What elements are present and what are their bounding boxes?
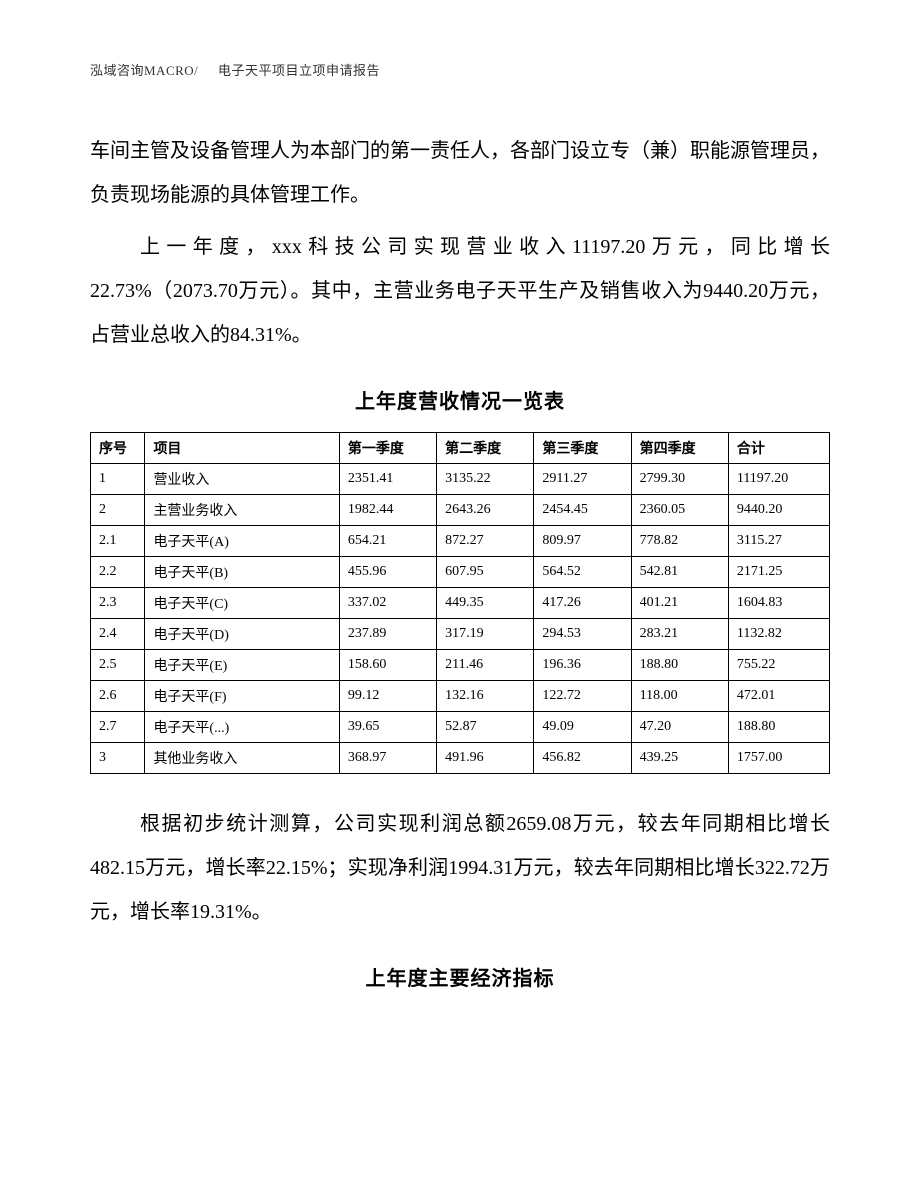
cell-q2: 317.19	[437, 619, 534, 650]
th-q4: 第四季度	[631, 433, 728, 464]
cell-q3: 122.72	[534, 681, 631, 712]
table-row: 3其他业务收入368.97491.96456.82439.251757.00	[91, 743, 830, 774]
cell-q1: 455.96	[339, 557, 436, 588]
cell-total: 2171.25	[728, 557, 829, 588]
cell-q4: 283.21	[631, 619, 728, 650]
cell-total: 9440.20	[728, 495, 829, 526]
cell-item: 电子天平(A)	[145, 526, 339, 557]
cell-q1: 654.21	[339, 526, 436, 557]
table2-title: 上年度主要经济指标	[90, 962, 830, 991]
cell-item: 其他业务收入	[145, 743, 339, 774]
cell-q4: 2799.30	[631, 464, 728, 495]
cell-q4: 118.00	[631, 681, 728, 712]
cell-total: 3115.27	[728, 526, 829, 557]
header-company: 泓域咨询MACRO/	[90, 63, 198, 78]
revenue-table-body: 1营业收入2351.413135.222911.272799.3011197.2…	[91, 464, 830, 774]
th-idx: 序号	[91, 433, 145, 464]
cell-q3: 456.82	[534, 743, 631, 774]
th-q1: 第一季度	[339, 433, 436, 464]
revenue-table: 序号 项目 第一季度 第二季度 第三季度 第四季度 合计 1营业收入2351.4…	[90, 432, 830, 774]
th-total: 合计	[728, 433, 829, 464]
header-doc-title: 电子天平项目立项申请报告	[218, 63, 380, 78]
paragraph-1: 车间主管及设备管理人为本部门的第一责任人，各部门设立专（兼）职能源管理员，负责现…	[90, 129, 830, 217]
cell-q3: 809.97	[534, 526, 631, 557]
cell-q1: 99.12	[339, 681, 436, 712]
cell-idx: 2.1	[91, 526, 145, 557]
cell-q2: 491.96	[437, 743, 534, 774]
table-row: 2.6电子天平(F)99.12132.16122.72118.00472.01	[91, 681, 830, 712]
table-row: 2.1电子天平(A)654.21872.27809.97778.823115.2…	[91, 526, 830, 557]
cell-q1: 237.89	[339, 619, 436, 650]
cell-q4: 542.81	[631, 557, 728, 588]
cell-total: 11197.20	[728, 464, 829, 495]
cell-item: 营业收入	[145, 464, 339, 495]
cell-total: 1604.83	[728, 588, 829, 619]
cell-q4: 2360.05	[631, 495, 728, 526]
cell-item: 电子天平(F)	[145, 681, 339, 712]
cell-q3: 196.36	[534, 650, 631, 681]
cell-idx: 2.3	[91, 588, 145, 619]
cell-idx: 3	[91, 743, 145, 774]
page-header: 泓域咨询MACRO/ 电子天平项目立项申请报告	[90, 60, 830, 79]
cell-q2: 132.16	[437, 681, 534, 712]
paragraph-3: 根据初步统计测算，公司实现利润总额2659.08万元，较去年同期相比增长482.…	[90, 802, 830, 934]
cell-q2: 607.95	[437, 557, 534, 588]
cell-item: 电子天平(E)	[145, 650, 339, 681]
cell-q2: 2643.26	[437, 495, 534, 526]
cell-q3: 294.53	[534, 619, 631, 650]
cell-idx: 2.5	[91, 650, 145, 681]
cell-q3: 2911.27	[534, 464, 631, 495]
cell-q3: 417.26	[534, 588, 631, 619]
cell-total: 1132.82	[728, 619, 829, 650]
table-row: 2.5电子天平(E)158.60211.46196.36188.80755.22	[91, 650, 830, 681]
table-row: 1营业收入2351.413135.222911.272799.3011197.2…	[91, 464, 830, 495]
table-row: 2.3电子天平(C)337.02449.35417.26401.211604.8…	[91, 588, 830, 619]
cell-q3: 564.52	[534, 557, 631, 588]
cell-idx: 1	[91, 464, 145, 495]
cell-q2: 52.87	[437, 712, 534, 743]
th-q3: 第三季度	[534, 433, 631, 464]
cell-q4: 778.82	[631, 526, 728, 557]
cell-q1: 158.60	[339, 650, 436, 681]
cell-total: 755.22	[728, 650, 829, 681]
cell-item: 电子天平(D)	[145, 619, 339, 650]
cell-item: 电子天平(...)	[145, 712, 339, 743]
table-header-row: 序号 项目 第一季度 第二季度 第三季度 第四季度 合计	[91, 433, 830, 464]
cell-q1: 39.65	[339, 712, 436, 743]
cell-q3: 2454.45	[534, 495, 631, 526]
table-row: 2主营业务收入1982.442643.262454.452360.059440.…	[91, 495, 830, 526]
cell-q2: 211.46	[437, 650, 534, 681]
cell-item: 主营业务收入	[145, 495, 339, 526]
cell-idx: 2.7	[91, 712, 145, 743]
th-item: 项目	[145, 433, 339, 464]
cell-q4: 188.80	[631, 650, 728, 681]
cell-item: 电子天平(C)	[145, 588, 339, 619]
table-row: 2.4电子天平(D)237.89317.19294.53283.211132.8…	[91, 619, 830, 650]
cell-q1: 368.97	[339, 743, 436, 774]
th-q2: 第二季度	[437, 433, 534, 464]
cell-q1: 1982.44	[339, 495, 436, 526]
cell-q1: 2351.41	[339, 464, 436, 495]
cell-q4: 439.25	[631, 743, 728, 774]
cell-idx: 2.6	[91, 681, 145, 712]
table-row: 2.2电子天平(B)455.96607.95564.52542.812171.2…	[91, 557, 830, 588]
cell-q2: 872.27	[437, 526, 534, 557]
paragraph-2: 上一年度，xxx科技公司实现营业收入11197.20万元，同比增长22.73%（…	[90, 225, 830, 357]
cell-idx: 2	[91, 495, 145, 526]
cell-q4: 401.21	[631, 588, 728, 619]
table-row: 2.7电子天平(...)39.6552.8749.0947.20188.80	[91, 712, 830, 743]
cell-idx: 2.4	[91, 619, 145, 650]
cell-total: 1757.00	[728, 743, 829, 774]
cell-item: 电子天平(B)	[145, 557, 339, 588]
cell-total: 472.01	[728, 681, 829, 712]
cell-total: 188.80	[728, 712, 829, 743]
cell-idx: 2.2	[91, 557, 145, 588]
cell-q2: 3135.22	[437, 464, 534, 495]
table1-title: 上年度营收情况一览表	[90, 385, 830, 414]
cell-q2: 449.35	[437, 588, 534, 619]
cell-q3: 49.09	[534, 712, 631, 743]
cell-q4: 47.20	[631, 712, 728, 743]
cell-q1: 337.02	[339, 588, 436, 619]
